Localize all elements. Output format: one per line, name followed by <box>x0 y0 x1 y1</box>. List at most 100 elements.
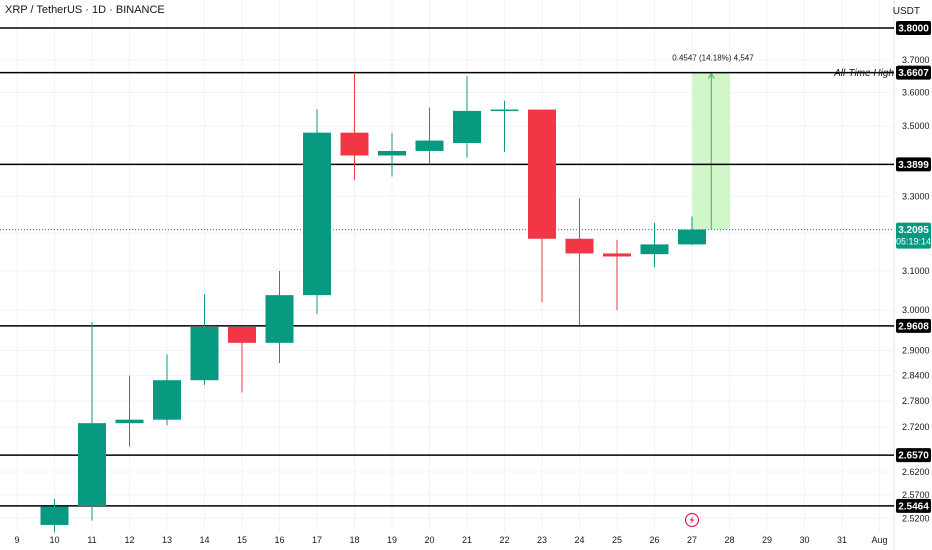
price-level-tag-label: 2.5464 <box>898 501 929 512</box>
price-level-tag <box>896 448 931 463</box>
price-tags: 3.8000 3.6607 3.3899 2.9608 2.6570 2.5464 3.20… <box>896 21 931 513</box>
x-tick-label: 16 <box>274 535 284 545</box>
x-tick-label: 21 <box>462 535 472 545</box>
x-tick-label: 10 <box>49 535 59 545</box>
x-tick-label: 18 <box>349 535 359 545</box>
candle[interactable] <box>678 216 706 246</box>
candle-body <box>378 150 406 156</box>
measure-label: 0.4547 (14.18%) 4,547 <box>672 54 754 63</box>
candle[interactable] <box>490 100 519 153</box>
y-tick-label: 2.8400 <box>902 371 930 381</box>
x-tick-label: 31 <box>837 535 847 545</box>
x-tick-label: 26 <box>649 535 659 545</box>
measure-arrow-head-icon <box>707 72 715 79</box>
candle-body <box>190 326 219 381</box>
price-level-tag <box>896 65 931 80</box>
y-tick-label: 2.7200 <box>902 422 930 432</box>
candle[interactable] <box>340 72 369 180</box>
candle[interactable] <box>78 322 106 521</box>
x-tick-label: 20 <box>424 535 434 545</box>
y-tick-label: 2.5700 <box>902 490 930 500</box>
y-tick-label: 2.9000 <box>902 346 930 356</box>
candle[interactable] <box>603 239 631 311</box>
candle-body <box>40 506 69 525</box>
y-tick-label: 3.7000 <box>902 55 930 65</box>
price-level-tag-label: 2.9608 <box>898 321 929 332</box>
candle[interactable] <box>190 294 219 385</box>
candle-body <box>115 419 144 424</box>
all-time-high-label: All-Time High <box>833 68 894 79</box>
chart-symbol-title[interactable]: XRP / TetherUS · 1D · BINANCE <box>5 4 165 16</box>
x-tick-label: 24 <box>574 535 584 545</box>
candle[interactable] <box>265 271 294 364</box>
price-level-tag-label: 3.8000 <box>898 24 929 35</box>
x-tick-label: Aug <box>871 535 887 545</box>
candle[interactable] <box>153 354 181 426</box>
y-tick-label: 3.0000 <box>902 305 930 315</box>
x-tick-label: 9 <box>14 535 19 545</box>
candle-body <box>265 295 294 343</box>
y-axis[interactable]: 3.70003.60003.50003.30003.20003.10003.00… <box>902 55 930 523</box>
y-tick-label: 3.3000 <box>902 191 930 201</box>
x-tick-label: 11 <box>87 535 96 545</box>
level-layer: All-Time High <box>0 27 894 507</box>
current-price-tag <box>896 222 931 249</box>
price-level-tag-label: 3.6607 <box>898 68 929 79</box>
y-tick-label: 2.5200 <box>902 513 930 523</box>
price-level-tag <box>896 21 931 35</box>
y-tick-label: 2.6200 <box>902 467 930 477</box>
candle-body <box>340 132 369 156</box>
candle-body <box>528 109 556 239</box>
x-axis[interactable]: 9 10 11 12 13 14 15 16 17 18 19 20 21 22 23 24 25 26 27 28 2… <box>14 535 887 545</box>
candle[interactable] <box>640 222 669 268</box>
candle[interactable] <box>40 499 69 533</box>
candle-body <box>490 109 519 112</box>
candle-layer <box>40 72 706 533</box>
candle-body <box>565 238 594 254</box>
y-tick-label: 3.5000 <box>902 121 930 131</box>
candle-body <box>153 380 181 420</box>
candle[interactable] <box>565 198 594 326</box>
currency-label[interactable]: USDT <box>892 6 920 17</box>
price-level-tag-label: 3.3899 <box>898 160 929 171</box>
candle-body <box>678 229 706 245</box>
y-tick-label: 2.7800 <box>902 396 930 406</box>
lightning-bolt-glyph <box>689 516 695 524</box>
grid-layer <box>0 0 894 531</box>
price-level-tag-label: 2.6570 <box>898 451 929 462</box>
candle[interactable] <box>415 107 444 165</box>
measure-layer: 0.4547 (14.18%) 4,547 <box>672 54 754 230</box>
x-tick-label: 19 <box>387 535 397 545</box>
x-tick-label: 22 <box>499 535 509 545</box>
x-tick-label: 30 <box>799 535 809 545</box>
candle-body <box>453 110 481 143</box>
x-tick-label: 13 <box>162 535 172 545</box>
x-tick-label: 28 <box>724 535 734 545</box>
candle[interactable] <box>528 109 556 303</box>
x-tick-label: 27 <box>687 535 697 545</box>
x-tick-label: 17 <box>312 535 322 545</box>
candle[interactable] <box>115 375 144 447</box>
x-tick-label: 15 <box>237 535 247 545</box>
candle-body <box>640 244 669 255</box>
current-price-label: 3.2095 <box>898 225 929 236</box>
price-level-tag <box>896 498 931 513</box>
x-tick-label: 14 <box>199 535 209 545</box>
countdown-label: 05:19:14 <box>896 237 931 247</box>
x-tick-label: 23 <box>537 535 547 545</box>
candle-body <box>78 423 106 507</box>
x-tick-label: 12 <box>124 535 134 545</box>
candle-body <box>228 326 256 343</box>
x-tick-label: 25 <box>612 535 622 545</box>
candle-body <box>415 140 444 151</box>
candle[interactable] <box>303 109 331 315</box>
lightning-bolt-icon[interactable] <box>684 512 700 528</box>
candle[interactable] <box>228 326 256 393</box>
price-level-tag <box>896 157 931 172</box>
y-tick-label: 3.1000 <box>902 266 930 276</box>
candle[interactable] <box>453 76 481 158</box>
candle[interactable] <box>378 133 406 177</box>
candle-body <box>603 253 631 257</box>
